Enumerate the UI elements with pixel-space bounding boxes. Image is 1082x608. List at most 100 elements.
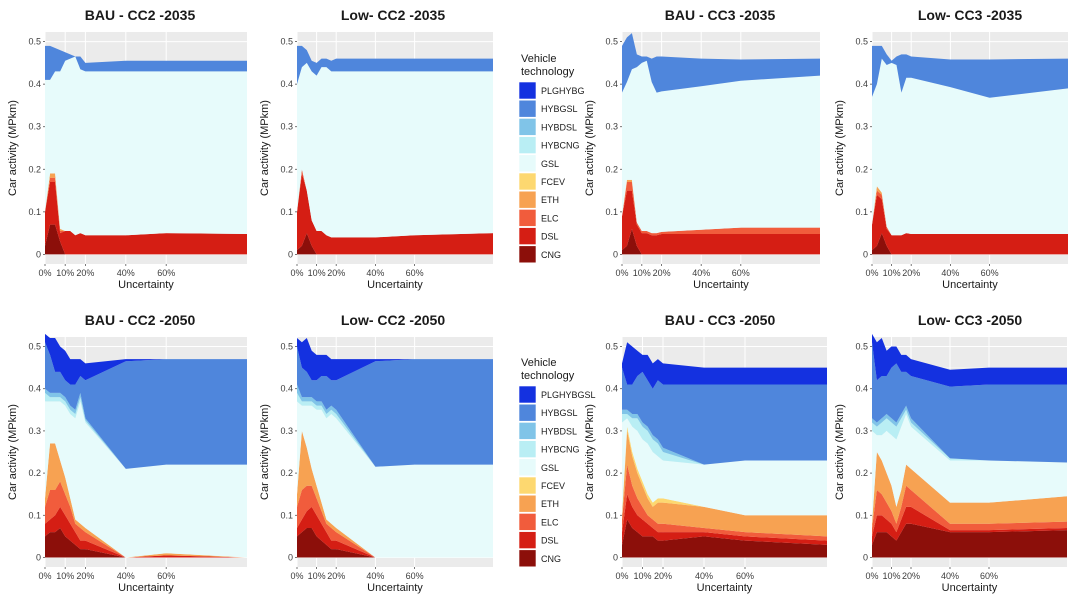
y-axis-label: Car activity (MPkm) — [834, 404, 846, 500]
y-tick-label: 0 — [288, 249, 293, 259]
legend-key-eth — [518, 190, 537, 209]
area-gsl — [297, 62, 493, 238]
x-tick-label: 60% — [732, 268, 750, 278]
y-axis-label: Car activity (MPkm) — [584, 404, 596, 500]
y-tick-label: 0.2 — [28, 468, 41, 478]
y-tick-label: 0.2 — [855, 164, 868, 174]
legend-key-plghybg — [518, 81, 537, 100]
legend-label: PLGHYBGSL — [541, 390, 596, 400]
y-tick-label: 0.3 — [28, 426, 41, 436]
x-tick-label: 20% — [76, 268, 94, 278]
x-tick-label: 40% — [695, 571, 713, 581]
chart-panel-6: 0 0.1 0.2 0.3 0.4 0.5 0% 10% 20% 40% 60% Low- CC2 -… — [259, 312, 493, 594]
legend-label: ETH — [541, 499, 559, 509]
area-dsl — [872, 506, 1067, 545]
y-tick-label: 0.4 — [28, 79, 41, 89]
x-tick-label: 0% — [615, 571, 628, 581]
area-elc — [622, 182, 820, 236]
legend-key-hybcng — [518, 136, 537, 154]
chart-title: Low- CC2 -2035 — [341, 7, 445, 23]
x-tick-label: 20% — [902, 268, 920, 278]
x-tick-label: 0% — [38, 268, 51, 278]
y-tick-label: 0.4 — [280, 79, 293, 89]
y-axis-label: Car activity (MPkm) — [7, 100, 19, 196]
y-tick-label: 0.1 — [28, 207, 41, 217]
y-tick-label: 0.4 — [28, 384, 41, 394]
legend-key-cng — [518, 549, 537, 568]
x-tick-label: 10% — [56, 268, 74, 278]
area-elc — [872, 485, 1067, 537]
area-dsl — [45, 506, 247, 558]
chart-title: BAU - CC2 -2050 — [85, 312, 196, 328]
area-hybgsl — [45, 342, 247, 469]
y-tick-label: 0.3 — [855, 122, 868, 132]
x-axis-label: Uncertainty — [118, 279, 174, 291]
x-tick-label: 40% — [941, 268, 959, 278]
area-hybgsl — [297, 45, 493, 85]
x-tick-label: 60% — [157, 268, 175, 278]
area-gsl — [622, 60, 820, 234]
area-plghybg — [297, 338, 493, 381]
y-tick-label: 0 — [36, 249, 41, 259]
x-tick-label: 20% — [327, 571, 345, 581]
legend-label: ELC — [541, 517, 559, 527]
x-tick-label: 10% — [308, 571, 326, 581]
chart-panel-4: 0 0.1 0.2 0.3 0.4 0.5 0% 10% 20% 40% 60% Low- CC3 -… — [834, 7, 1068, 291]
area-plghybg — [45, 333, 247, 385]
area-hybgsl — [45, 45, 247, 80]
legend-label: ELC — [541, 213, 559, 223]
area-plghybg — [872, 333, 1067, 387]
area-hybgsl — [872, 342, 1067, 463]
y-tick-label: 0 — [288, 553, 293, 563]
x-tick-label: 10% — [56, 571, 74, 581]
x-tick-label: 0% — [615, 268, 628, 278]
x-axis-label: Uncertainty — [693, 279, 749, 291]
x-tick-label: 10% — [883, 268, 901, 278]
y-tick-label: 0.5 — [280, 341, 293, 351]
legend-key-hybdsl — [518, 422, 537, 440]
legend-key-dsl — [518, 227, 537, 245]
y-tick-label: 0.2 — [605, 164, 618, 174]
y-tick-label: 0.4 — [605, 79, 618, 89]
y-tick-label: 0.1 — [605, 207, 618, 217]
area-dsl — [622, 190, 820, 255]
y-tick-label: 0 — [863, 553, 868, 563]
x-tick-label: 60% — [406, 268, 424, 278]
y-tick-label: 0.5 — [605, 37, 618, 47]
x-tick-label: 40% — [366, 268, 384, 278]
x-tick-label: 20% — [654, 571, 672, 581]
chart-panel-2: 0 0.1 0.2 0.3 0.4 0.5 0% 10% 20% 40% 60% Low- CC2 -… — [259, 7, 493, 291]
legend-key-hybdsl — [518, 118, 537, 136]
chart-title: BAU - CC2 -2035 — [85, 7, 196, 23]
area-hybgsl — [622, 367, 827, 465]
legend-key-plghybgsl — [518, 385, 537, 404]
y-tick-label: 0.5 — [28, 37, 41, 47]
legend-key-hybgsl — [518, 403, 537, 422]
x-tick-label: 40% — [117, 571, 135, 581]
legend-key-hybcng — [518, 440, 537, 458]
y-tick-label: 0.3 — [280, 426, 293, 436]
x-axis-label: Uncertainty — [942, 279, 998, 291]
y-tick-label: 0.2 — [28, 164, 41, 174]
legend-key-dsl — [518, 531, 537, 549]
y-tick-label: 0.3 — [855, 426, 868, 436]
y-tick-label: 0.1 — [855, 207, 868, 217]
x-tick-label: 10% — [308, 268, 326, 278]
area-cng — [297, 527, 493, 558]
legend-key-eth — [518, 494, 537, 513]
legend-label: GSL — [541, 159, 559, 169]
x-tick-label: 60% — [406, 571, 424, 581]
legend-key-elc — [518, 209, 537, 227]
y-tick-label: 0.4 — [855, 384, 868, 394]
legend-label: CNG — [541, 554, 561, 564]
legend-key-fcev — [518, 476, 537, 495]
x-tick-label: 20% — [653, 268, 671, 278]
x-tick-label: 20% — [76, 571, 94, 581]
y-tick-label: 0.1 — [280, 510, 293, 520]
x-tick-label: 0% — [290, 268, 303, 278]
chart-panel-3: 0 0.1 0.2 0.3 0.4 0.5 0% 10% 20% 40% 60% BAU - CC3 … — [584, 7, 820, 291]
y-tick-label: 0.2 — [280, 468, 293, 478]
y-axis-label: Car activity (MPkm) — [584, 100, 596, 196]
